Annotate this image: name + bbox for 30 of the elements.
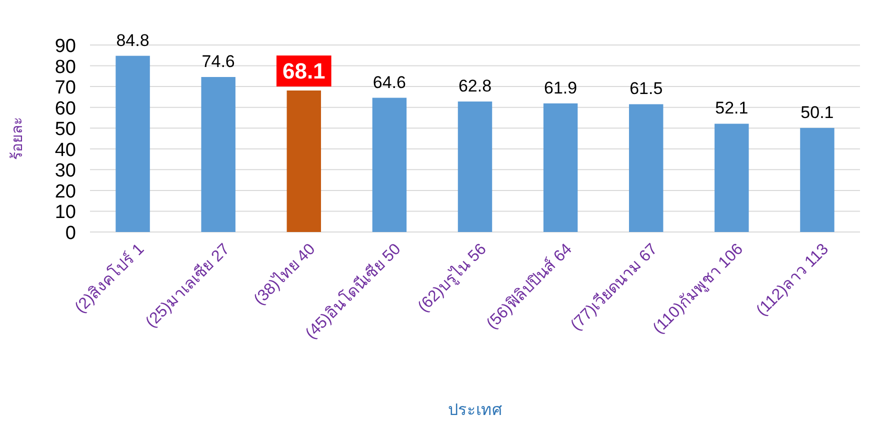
data-label: 84.8: [116, 30, 150, 50]
y-tick-label: 0: [65, 223, 76, 244]
y-tick-label: 30: [54, 160, 76, 182]
y-tick-label: 40: [54, 140, 76, 161]
bar: [543, 103, 578, 232]
y-tick-label: 50: [54, 119, 76, 140]
y-tick-label: 90: [54, 36, 76, 57]
y-axis-title: ร้อยละ: [9, 117, 26, 160]
y-tick-label: 20: [54, 181, 76, 202]
y-tick-label: 70: [54, 78, 76, 99]
bar: [629, 104, 664, 232]
y-tick-label: 10: [54, 202, 76, 224]
bar: [714, 124, 749, 232]
bar: [372, 98, 407, 232]
bar: [458, 102, 492, 232]
data-label: 62.8: [458, 76, 492, 96]
data-label: 61.5: [630, 79, 663, 98]
data-label: 61.9: [544, 78, 578, 98]
bar: [201, 77, 236, 232]
bar: [116, 56, 150, 232]
bar: [800, 128, 834, 232]
data-label: 52.1: [715, 98, 748, 118]
data-label: 74.6: [202, 52, 235, 71]
y-tick-label: 60: [54, 98, 76, 120]
bar: [286, 90, 321, 232]
data-label: 64.6: [372, 72, 406, 92]
x-axis-title: ประเทศ: [448, 402, 502, 419]
data-label: 50.1: [800, 102, 834, 122]
data-label: 68.1: [282, 58, 326, 84]
y-tick-label: 80: [54, 56, 76, 78]
